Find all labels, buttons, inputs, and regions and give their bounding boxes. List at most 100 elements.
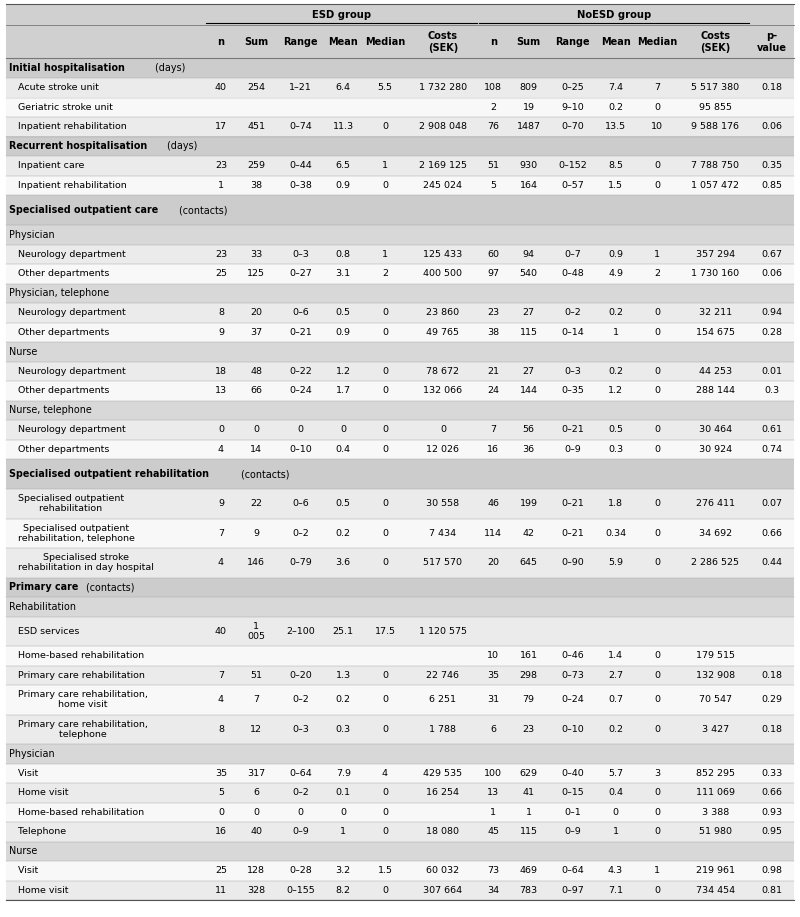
Text: 34: 34 bbox=[487, 886, 499, 895]
Text: 7 788 750: 7 788 750 bbox=[691, 161, 739, 171]
Text: 1 730 160: 1 730 160 bbox=[691, 270, 739, 278]
Text: 1487: 1487 bbox=[517, 122, 541, 131]
Text: 3 388: 3 388 bbox=[702, 808, 729, 817]
Text: 0: 0 bbox=[654, 445, 660, 454]
Text: 629: 629 bbox=[520, 768, 538, 778]
Text: 9 588 176: 9 588 176 bbox=[691, 122, 739, 131]
Text: 38: 38 bbox=[487, 327, 499, 337]
Text: 0–2: 0–2 bbox=[564, 308, 581, 317]
Text: 35: 35 bbox=[215, 768, 227, 778]
Text: 0: 0 bbox=[654, 886, 660, 895]
Bar bbox=[6, 459, 794, 489]
Text: 7: 7 bbox=[654, 83, 660, 93]
Text: 0.66: 0.66 bbox=[762, 529, 782, 537]
Text: 0.01: 0.01 bbox=[762, 367, 782, 376]
Text: 18 080: 18 080 bbox=[426, 827, 459, 836]
Text: 164: 164 bbox=[520, 181, 538, 190]
Text: 0–40: 0–40 bbox=[562, 768, 584, 778]
Text: 0–90: 0–90 bbox=[562, 558, 584, 568]
Text: 0: 0 bbox=[654, 308, 660, 317]
Text: 0–2: 0–2 bbox=[292, 789, 309, 797]
Text: 0–14: 0–14 bbox=[562, 327, 584, 337]
Bar bbox=[6, 323, 794, 342]
Text: 25.1: 25.1 bbox=[333, 626, 354, 635]
Text: (contacts): (contacts) bbox=[83, 582, 135, 592]
Text: Mean: Mean bbox=[328, 37, 358, 47]
Text: (days): (days) bbox=[152, 63, 185, 73]
Text: 0–10: 0–10 bbox=[562, 724, 584, 734]
Text: 0–46: 0–46 bbox=[562, 651, 584, 660]
Text: p-
value: p- value bbox=[757, 31, 787, 53]
Text: 2 286 525: 2 286 525 bbox=[691, 558, 739, 568]
Text: 0–27: 0–27 bbox=[289, 270, 312, 278]
Text: 40: 40 bbox=[250, 827, 262, 836]
Text: 78 672: 78 672 bbox=[426, 367, 459, 376]
Text: 0.29: 0.29 bbox=[762, 695, 782, 704]
Text: 16 254: 16 254 bbox=[426, 789, 459, 797]
Bar bbox=[6, 685, 794, 714]
Bar bbox=[6, 802, 794, 822]
Text: 37: 37 bbox=[250, 327, 262, 337]
Text: 540: 540 bbox=[520, 270, 538, 278]
Text: 32 211: 32 211 bbox=[698, 308, 732, 317]
Text: 2 169 125: 2 169 125 bbox=[419, 161, 467, 171]
Text: 0: 0 bbox=[382, 827, 388, 836]
Text: 51: 51 bbox=[487, 161, 499, 171]
Text: Neurology department: Neurology department bbox=[9, 249, 126, 259]
Text: 16: 16 bbox=[215, 827, 227, 836]
Text: 1: 1 bbox=[382, 249, 388, 259]
Bar bbox=[6, 4, 794, 26]
Text: 0.61: 0.61 bbox=[762, 425, 782, 435]
Text: 0: 0 bbox=[382, 445, 388, 454]
Text: 0: 0 bbox=[654, 529, 660, 537]
Text: 0–44: 0–44 bbox=[289, 161, 312, 171]
Text: 5: 5 bbox=[490, 181, 496, 190]
Text: 400 500: 400 500 bbox=[423, 270, 462, 278]
Text: 7: 7 bbox=[218, 529, 224, 537]
Text: 1 057 472: 1 057 472 bbox=[691, 181, 739, 190]
Text: 0: 0 bbox=[654, 103, 660, 112]
Text: Sum: Sum bbox=[517, 37, 541, 47]
Text: 115: 115 bbox=[520, 327, 538, 337]
Bar bbox=[6, 842, 794, 861]
Text: 0: 0 bbox=[654, 558, 660, 568]
Text: 0–152: 0–152 bbox=[558, 161, 587, 171]
Text: Median: Median bbox=[637, 37, 678, 47]
Text: 14: 14 bbox=[250, 445, 262, 454]
Text: 24: 24 bbox=[487, 386, 499, 395]
Text: Physician: Physician bbox=[9, 749, 54, 758]
Bar bbox=[6, 783, 794, 802]
Text: 17: 17 bbox=[215, 122, 227, 131]
Text: 0: 0 bbox=[382, 886, 388, 895]
Text: 30 924: 30 924 bbox=[698, 445, 732, 454]
Text: 97: 97 bbox=[487, 270, 499, 278]
Text: 38: 38 bbox=[250, 181, 262, 190]
Text: 317: 317 bbox=[247, 768, 266, 778]
Text: 809: 809 bbox=[520, 83, 538, 93]
Text: 0: 0 bbox=[382, 789, 388, 797]
Text: 33: 33 bbox=[250, 249, 262, 259]
Bar bbox=[6, 401, 794, 420]
Text: 0.06: 0.06 bbox=[762, 270, 782, 278]
Text: 17.5: 17.5 bbox=[374, 626, 395, 635]
Bar bbox=[6, 361, 794, 381]
Text: 5 517 380: 5 517 380 bbox=[691, 83, 739, 93]
Text: 9: 9 bbox=[218, 327, 224, 337]
Text: Inpatient rehabilitation: Inpatient rehabilitation bbox=[9, 122, 126, 131]
Text: 0: 0 bbox=[340, 425, 346, 435]
Text: 783: 783 bbox=[519, 886, 538, 895]
Text: 144: 144 bbox=[520, 386, 538, 395]
Text: Specialised outpatient rehabilitation: Specialised outpatient rehabilitation bbox=[9, 469, 209, 479]
Text: 42: 42 bbox=[522, 529, 534, 537]
Text: 0–1: 0–1 bbox=[564, 808, 581, 817]
Text: 27: 27 bbox=[522, 367, 534, 376]
Text: 0: 0 bbox=[654, 181, 660, 190]
Text: 0: 0 bbox=[254, 425, 259, 435]
Text: 0–38: 0–38 bbox=[289, 181, 312, 190]
Text: 100: 100 bbox=[484, 768, 502, 778]
Text: 0.5: 0.5 bbox=[336, 308, 350, 317]
Text: 0: 0 bbox=[654, 670, 660, 679]
Text: 5: 5 bbox=[218, 789, 224, 797]
Text: (contacts): (contacts) bbox=[176, 205, 228, 215]
Text: 7.1: 7.1 bbox=[608, 886, 623, 895]
